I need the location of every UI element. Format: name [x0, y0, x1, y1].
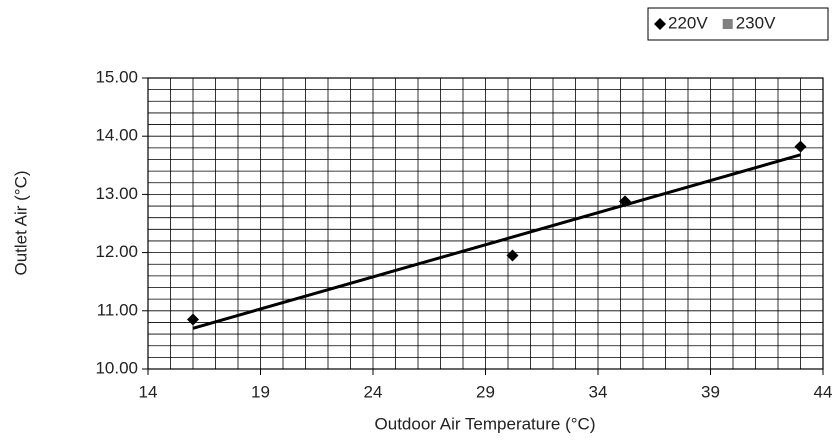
legend-label: 230V: [736, 13, 776, 32]
y-tick-label: 15.00: [95, 67, 138, 86]
x-tick-label: 34: [589, 382, 608, 401]
legend-label: 220V: [668, 13, 708, 32]
trendline: [192, 153, 801, 330]
point: [506, 249, 519, 262]
y-tick-label: 11.00: [97, 300, 138, 319]
x-tick-label: 19: [251, 382, 270, 401]
y-tick-label: 12.00: [95, 242, 138, 261]
point: [794, 140, 807, 153]
x-tick-label: 44: [814, 382, 833, 401]
x-tick-label: 39: [701, 382, 720, 401]
x-tick-label: 14: [139, 382, 158, 401]
point: [187, 313, 199, 326]
y-tick-label: 13.00: [95, 184, 138, 203]
point: [619, 195, 631, 208]
x-tick-label: 24: [364, 382, 383, 401]
x-axis-label: Outdoor Air Temperature (°C): [375, 414, 596, 433]
y-axis-label: Outlet Air (°C): [11, 170, 30, 275]
plot-frame: [147, 77, 824, 370]
legend-marker: [722, 19, 733, 29]
legend-marker: [654, 18, 666, 30]
legend-box: [647, 7, 829, 41]
x-tick-label: 29: [476, 382, 495, 401]
y-tick-label: 14.00: [95, 126, 138, 145]
y-tick-label: 10.00: [95, 358, 138, 377]
